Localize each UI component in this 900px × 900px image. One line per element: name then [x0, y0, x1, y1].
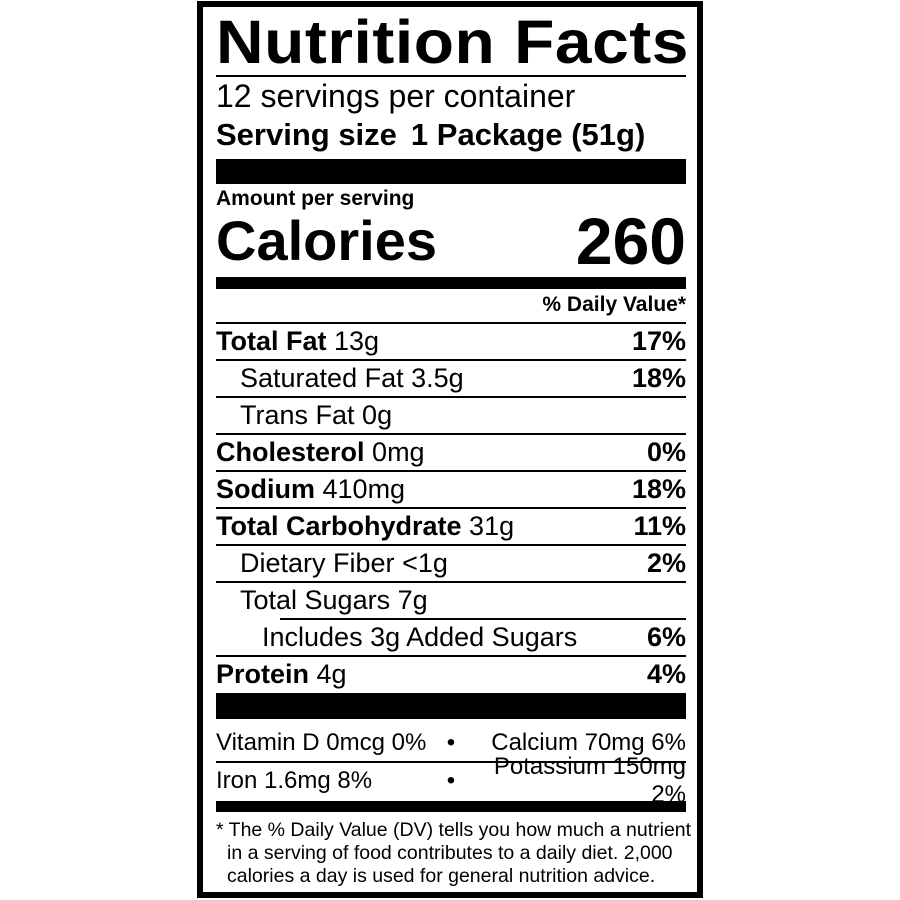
medium-divider [216, 801, 686, 812]
vitamin-row: Vitamin D 0mcg 0% • Calcium 70mg 6% [216, 725, 686, 761]
nutrient-label: Total Fat 13g [216, 323, 379, 360]
servings-per-container: 12 servings per container [216, 78, 576, 114]
bullet: • [446, 767, 456, 794]
nutrient-amount: 31g [469, 511, 515, 541]
calories-label: Calories [216, 209, 437, 272]
nutrient-label: Dietary Fiber <1g [240, 545, 448, 582]
nutrient-amount: 4g [316, 659, 347, 689]
daily-value-percent: 0% [646, 437, 686, 467]
nutrient-row: Total Fat 13g 17% [216, 323, 686, 360]
nutrient-name: Dietary Fiber [240, 548, 395, 578]
nutrient-name: Total Sugars [240, 585, 391, 615]
nutrient-label: Sodium 410mg [216, 471, 405, 508]
daily-value-percent: 6% [646, 622, 686, 652]
nutrient-amount: 13g [334, 326, 380, 356]
nutrient-row: Sodium 410mg 18% [216, 471, 686, 508]
nutrition-facts-label: Nutrition Facts 12 servings per containe… [197, 1, 703, 898]
nutrient-label: Total Sugars 7g [240, 582, 428, 619]
nutrient-amount: 7g [397, 585, 428, 615]
thick-divider [216, 159, 686, 184]
calories-value: 260 [575, 204, 686, 278]
daily-value-percent: 4% [646, 659, 686, 689]
serving-size: Serving size 1 Package (51g) [216, 116, 686, 154]
daily-value-percent: 2% [646, 548, 686, 578]
calories-row: Calories 260 [216, 204, 686, 278]
nutrient-name: Saturated Fat [240, 363, 404, 393]
footnote-line: calories a day is used for general nutri… [227, 865, 656, 887]
nutrient-row: Total Carbohydrate 31g 11% [216, 508, 686, 545]
amount-per-serving: Amount per serving [216, 187, 415, 210]
vitamin-right: Calcium 70mg 6% [491, 729, 686, 756]
footnote-line: * The % Daily Value (DV) tells you how m… [216, 819, 692, 841]
divider [216, 544, 686, 546]
vitamin-row: Iron 1.6mg 8% • Potassium 150mg 2% [216, 753, 686, 808]
nutrient-label: Protein 4g [216, 656, 347, 693]
medium-divider [216, 277, 686, 289]
thick-divider [216, 693, 686, 719]
nutrient-amount: 410mg [322, 474, 406, 504]
nutrient-name: Sodium [216, 474, 315, 504]
nutrient-label: Cholesterol 0mg [216, 434, 425, 471]
daily-value-percent: 18% [631, 474, 686, 504]
serving-size-label: Serving size [216, 117, 397, 152]
divider [216, 396, 686, 398]
nutrient-row: Dietary Fiber <1g 2% [216, 545, 686, 582]
nutrient-row: Saturated Fat 3.5g 18% [216, 360, 686, 397]
nutrient-name: Cholesterol [216, 437, 365, 467]
nutrient-label: Includes 3g Added Sugars [262, 619, 577, 656]
divider [216, 433, 686, 435]
daily-value-percent: 17% [631, 326, 686, 356]
daily-value-percent: 18% [631, 363, 686, 393]
nutrient-row: Protein 4g 4% [216, 656, 686, 693]
bullet: • [446, 729, 456, 756]
nutrient-amount: <1g [402, 548, 448, 578]
nutrient-row: Cholesterol 0mg 0% [216, 434, 686, 471]
nutrient-name: Total Fat [216, 326, 327, 356]
nutrient-name: Trans Fat [240, 400, 355, 430]
divider [280, 618, 686, 620]
nutrient-label: Trans Fat 0g [240, 397, 392, 434]
nutrient-row: Trans Fat 0g [216, 397, 686, 434]
nutrient-row: Includes 3g Added Sugars 6% [216, 619, 686, 656]
divider [216, 75, 686, 77]
divider [216, 655, 686, 657]
nutrient-amount: 0mg [372, 437, 425, 467]
serving-size-value: 1 Package (51g) [410, 117, 646, 152]
daily-value-header: % Daily Value* [542, 293, 686, 316]
label-title: Nutrition Facts [216, 8, 689, 76]
vitamin-left: Iron 1.6mg 8% [216, 767, 373, 794]
nutrient-amount: 3.5g [411, 363, 464, 393]
divider [216, 581, 686, 583]
nutrient-label: Total Carbohydrate 31g [216, 508, 514, 545]
divider [216, 507, 686, 509]
nutrient-name: Includes 3g Added Sugars [262, 622, 578, 652]
nutrient-label: Saturated Fat 3.5g [240, 360, 464, 397]
nutrient-amount: 0g [362, 400, 393, 430]
footnote-line: in a serving of food contributes to a da… [227, 842, 673, 864]
daily-value-percent: 11% [633, 511, 686, 541]
nutrient-row: Total Sugars 7g [216, 582, 686, 619]
vitamin-right: Potassium 150mg 2% [493, 753, 686, 808]
divider [216, 470, 686, 472]
vitamin-left: Vitamin D 0mcg 0% [216, 729, 427, 756]
footnote: * The % Daily Value (DV) tells you how m… [216, 819, 692, 888]
divider [216, 359, 686, 361]
divider [216, 322, 686, 324]
nutrient-name: Protein [216, 659, 310, 689]
nutrient-name: Total Carbohydrate [216, 511, 462, 541]
divider [216, 761, 686, 763]
